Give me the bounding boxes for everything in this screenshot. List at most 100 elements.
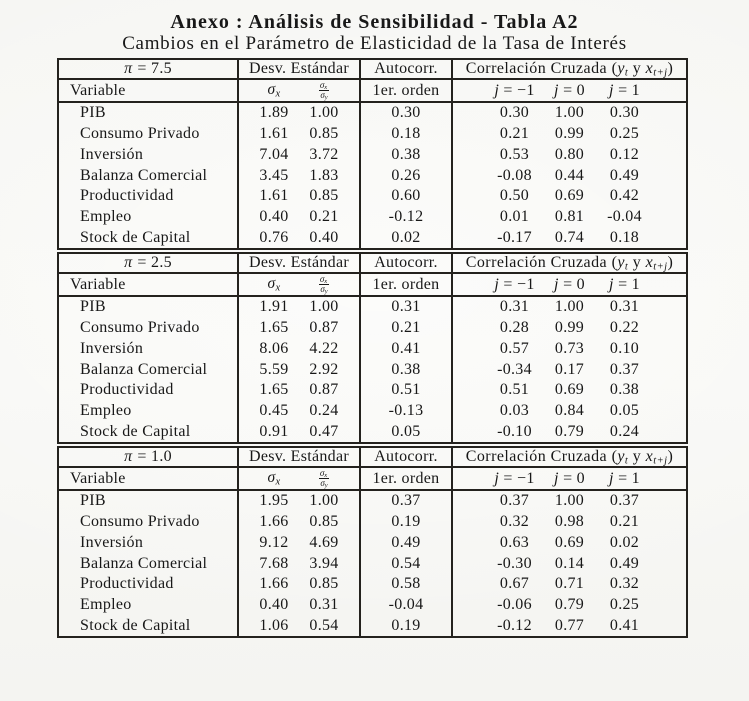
table-row: Inversión 7.04 3.72 0.38 0.53 0.80 0.12: [59, 144, 686, 166]
j-zero-value: 0.80: [554, 145, 585, 163]
sigma-ratio-value: 1.83: [309, 166, 339, 184]
j-zero-value: 0.17: [554, 360, 585, 378]
desv-values-cell: 1.66 0.85: [239, 511, 361, 533]
j-zero-value: 0.79: [554, 595, 585, 613]
j-minus-1-value: 0.30: [499, 104, 530, 122]
desv-estandar-header: Desv. Estándar: [239, 254, 361, 272]
sigma-ratio-value: 4.22: [309, 339, 339, 357]
autocorr-header: Autocorr.: [361, 448, 453, 466]
desv-values-cell: 0.45 0.24: [239, 400, 361, 422]
corr-values-cell: -0.08 0.44 0.49: [453, 165, 686, 186]
desv-values-cell: 1.06 0.54: [239, 615, 361, 637]
panel-subheader-row: Variable σx σx σy 1er. orden j = −1 j = 0…: [59, 80, 686, 103]
corr-y-symbol: y: [617, 448, 625, 465]
sigma-header-cell: σx σx σy: [239, 80, 361, 101]
desv-values-cell: 0.76 0.40: [239, 227, 361, 249]
corr-values-cell: 0.30 1.00 0.30: [453, 103, 686, 124]
table-row: Empleo 0.40 0.31 -0.04 -0.06 0.79 0.25: [59, 594, 686, 616]
corr-y-subscript: t: [624, 261, 629, 273]
sigma-ratio-value: 1.00: [309, 492, 339, 510]
corr-cruzada-header: Correlación Cruzada (yt y xt+j): [453, 254, 686, 272]
sigma-ratio-value: 3.94: [309, 554, 339, 572]
j-zero-value: 0.98: [554, 513, 585, 531]
j-plus-1-value: 0.41: [609, 616, 640, 634]
sigma-x-value: 1.65: [259, 381, 289, 399]
pi-header-cell: π = 7.5: [59, 60, 239, 78]
j-plus-1-value: 0.10: [609, 339, 640, 357]
corr-y-symbol: y: [617, 254, 625, 271]
corr-paren-open: (: [611, 448, 618, 465]
table-row: Empleo 0.45 0.24 -0.13 0.03 0.84 0.05: [59, 400, 686, 422]
document-title: Anexo : Análisis de Sensibilidad - Tabla…: [170, 11, 579, 33]
panel-subheader-row: Variable σx σx σy 1er. orden j = −1 j = 0…: [59, 274, 686, 297]
j-minus-1-value: -0.06: [497, 595, 532, 613]
corr-values-cell: 0.51 0.69 0.38: [453, 380, 686, 401]
j-headers-cell: j = −1 j = 0 j = 1: [453, 80, 686, 101]
desv-values-cell: 1.65 0.87: [239, 317, 361, 339]
sigma-ratio-value: 0.31: [309, 595, 339, 613]
variable-name-cell: Productividad: [59, 573, 239, 595]
autocorr-value: 0.26: [361, 165, 453, 186]
corr-values-cell: 0.32 0.98 0.21: [453, 512, 686, 533]
variable-header-cell: Variable: [59, 274, 239, 295]
desv-values-cell: 1.66 0.85: [239, 573, 361, 595]
corr-values-cell: -0.30 0.14 0.49: [453, 553, 686, 574]
j-minus-1-value: -0.08: [497, 166, 532, 184]
sigma-x-value: 1.06: [259, 616, 289, 634]
desv-values-cell: 0.40 0.21: [239, 206, 361, 228]
j-zero-value: 0.69: [554, 533, 585, 551]
corr-x-symbol: x: [645, 448, 654, 465]
j-minus-1-value: 0.57: [499, 339, 530, 357]
table-row: Consumo Privado 1.65 0.87 0.21 0.28 0.99…: [59, 317, 686, 339]
panel-header-row: π = 7.5 Desv. Estándar Autocorr. Correlac…: [59, 60, 686, 80]
table-row: Balanza Comercial 7.68 3.94 0.54 -0.30 0…: [59, 553, 686, 574]
j-zero-value: 1.00: [554, 298, 585, 316]
variable-name-cell: Inversión: [59, 144, 239, 166]
sigma-ratio-value: 3.72: [309, 145, 339, 163]
j-zero-value: 0.14: [554, 554, 585, 572]
j-zero-value: 0.77: [554, 616, 585, 634]
variable-name-cell: Productividad: [59, 185, 239, 207]
corr-conjunction: y: [632, 254, 642, 271]
sigma-x-value: 1.61: [259, 125, 289, 143]
sigma-x-value: 1.66: [259, 575, 289, 593]
j-zero-value: 0.79: [554, 422, 585, 440]
autocorr-value: 0.38: [361, 144, 453, 166]
j-minus-1-value: 0.53: [499, 145, 530, 163]
j-plus-1-header: j = 1: [609, 469, 640, 487]
sigma-ratio-value: 0.87: [309, 319, 339, 337]
sigma-ratio-value: 2.92: [309, 360, 339, 378]
desv-values-cell: 7.68 3.94: [239, 553, 361, 574]
corr-label: Correlación Cruzada: [465, 60, 608, 77]
corr-paren-open: (: [611, 60, 618, 77]
corr-x-subscript: t+j: [653, 261, 668, 273]
j-minus-1-value: 0.51: [499, 381, 530, 399]
corr-values-cell: 0.28 0.99 0.22: [453, 318, 686, 339]
first-order-header: 1er. orden: [361, 80, 453, 101]
j-zero-value: 1.00: [554, 492, 585, 510]
j-minus-1-value: 0.28: [499, 319, 530, 337]
corr-x-symbol: x: [645, 60, 654, 77]
corr-y-subscript: t: [624, 455, 629, 467]
table-row: Stock de Capital 1.06 0.54 0.19 -0.12 0.…: [59, 615, 686, 637]
first-order-header: 1er. orden: [361, 468, 453, 489]
j-plus-1-value: 0.21: [609, 513, 640, 531]
sensitivity-panel-2: π = 1.0 Desv. Estándar Autocorr. Correlac…: [57, 446, 688, 638]
j-zero-value: 0.44: [554, 166, 585, 184]
autocorr-value: -0.13: [361, 400, 453, 422]
j-headers-cell: j = −1 j = 0 j = 1: [453, 468, 686, 489]
autocorr-header: Autocorr.: [361, 60, 453, 78]
variable-header-cell: Variable: [59, 468, 239, 489]
corr-values-cell: -0.17 0.74 0.18: [453, 227, 686, 248]
j-minus-1-header: j = −1: [494, 469, 535, 487]
variable-name-cell: Productividad: [59, 379, 239, 401]
j-minus-1-value: 0.31: [499, 298, 530, 316]
sigma-x-value: 0.40: [259, 595, 289, 613]
table-row: Inversión 9.12 4.69 0.49 0.63 0.69 0.02: [59, 532, 686, 554]
corr-values-cell: -0.06 0.79 0.25: [453, 595, 686, 616]
autocorr-value: 0.60: [361, 185, 453, 207]
sigma-x-header: σx: [267, 468, 281, 488]
j-zero-value: 0.71: [554, 575, 585, 593]
j-minus-1-header: j = −1: [494, 81, 535, 99]
corr-values-cell: 0.37 1.00 0.37: [453, 491, 686, 512]
